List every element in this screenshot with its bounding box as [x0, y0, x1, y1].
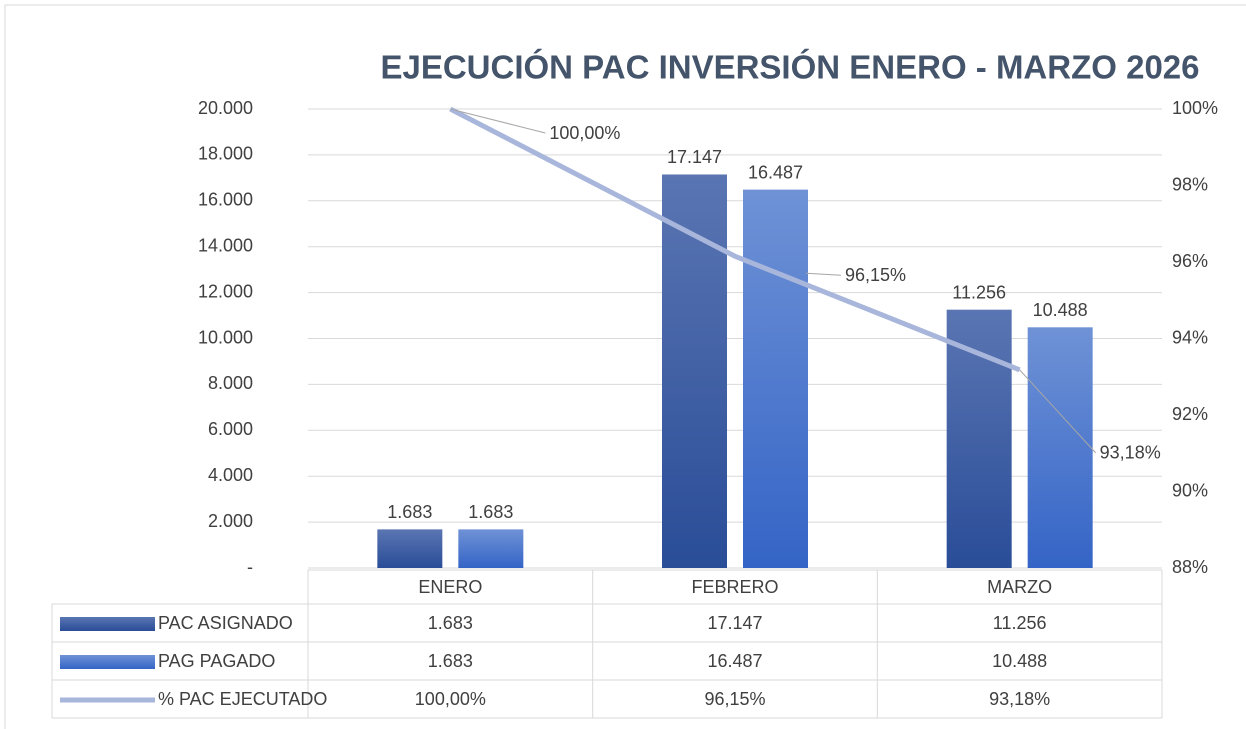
table-cell: 17.147 — [707, 613, 762, 633]
y2-tick-label: 98% — [1172, 174, 1208, 194]
table-grid — [51, 569, 1163, 719]
legend-label: PAG PAGADO — [158, 651, 275, 671]
legend-label: % PAC EJECUTADO — [158, 689, 327, 709]
legend-key — [60, 617, 155, 631]
data-label: 10.488 — [1033, 300, 1088, 320]
bar — [946, 309, 1012, 568]
data-label: 11.256 — [952, 282, 1006, 302]
data-label: 93,18% — [1100, 443, 1161, 463]
data-label: 1.683 — [387, 502, 432, 522]
data-label: 16.487 — [748, 162, 803, 182]
leader-line — [805, 272, 842, 276]
x-tick-label: FEBRERO — [691, 577, 778, 597]
y-tick-label: 10.000 — [198, 327, 253, 347]
bar — [662, 174, 727, 568]
bar — [458, 529, 524, 568]
y-tick-label: 6.000 — [208, 419, 253, 439]
data-label: 96,15% — [845, 265, 906, 285]
table-cell: 16.487 — [707, 651, 762, 671]
table-cell: 11.256 — [993, 613, 1047, 633]
y-tick-label: 16.000 — [198, 190, 253, 210]
y-tick-label: 20.000 — [198, 98, 253, 118]
y2-tick-label: 100% — [1172, 98, 1218, 118]
frame — [4, 4, 1246, 729]
table-cell: 100,00% — [415, 689, 486, 709]
x-tick-label: MARZO — [987, 577, 1052, 597]
table-cell: 10.488 — [992, 651, 1047, 671]
y2-tick-label: 94% — [1172, 327, 1208, 347]
leader-line — [1019, 369, 1097, 454]
y-tick-label: 2.000 — [208, 511, 253, 531]
leader-line — [450, 108, 546, 134]
data-label: 17.147 — [667, 147, 722, 167]
legend-key — [60, 655, 155, 669]
table-cell: 1.683 — [428, 651, 473, 671]
table-cell: 1.683 — [428, 613, 473, 633]
data-label: 1.683 — [468, 502, 513, 522]
y2-tick-label: 96% — [1172, 251, 1208, 271]
y2-tick-label: 90% — [1172, 480, 1208, 500]
y-tick-label: 8.000 — [208, 373, 253, 393]
data-label: 100,00% — [549, 123, 620, 143]
y2-tick-label: 88% — [1172, 557, 1208, 577]
y-tick-label: - — [247, 557, 253, 577]
line — [449, 106, 1021, 373]
y-tick-label: 14.000 — [198, 235, 253, 255]
table-cell: 96,15% — [704, 689, 765, 709]
y2-tick-label: 92% — [1172, 404, 1208, 424]
table-cell: 93,18% — [989, 689, 1050, 709]
x-tick-label: ENERO — [418, 577, 482, 597]
y-tick-label: 12.000 — [198, 281, 253, 301]
bar — [1027, 327, 1093, 568]
chart-title: EJECUCIÓN PAC INVERSIÓN ENERO - MARZO 20… — [380, 49, 1199, 86]
legend-label: PAC ASIGNADO — [158, 613, 293, 633]
y-tick-label: 18.000 — [198, 144, 253, 164]
bar — [743, 189, 808, 568]
bar — [377, 529, 443, 568]
y-tick-label: 4.000 — [208, 465, 253, 485]
